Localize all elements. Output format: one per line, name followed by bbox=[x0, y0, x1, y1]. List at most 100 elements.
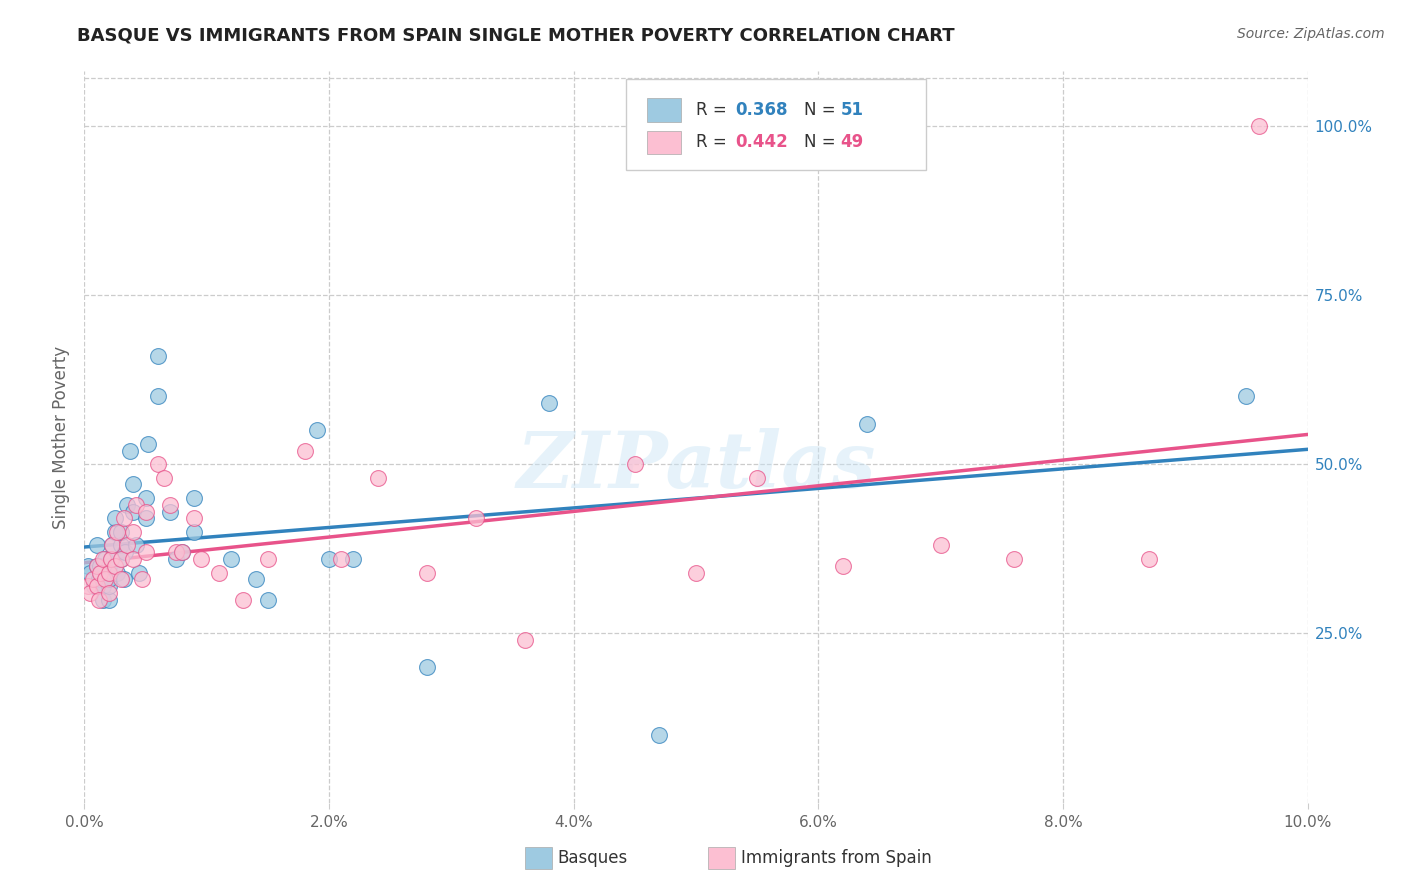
Point bbox=[294, 443, 316, 458]
Point bbox=[232, 592, 254, 607]
Point bbox=[100, 552, 122, 566]
Point bbox=[87, 572, 110, 586]
Point bbox=[513, 633, 536, 648]
Point bbox=[367, 471, 389, 485]
Point bbox=[115, 538, 138, 552]
Text: Source: ZipAtlas.com: Source: ZipAtlas.com bbox=[1237, 27, 1385, 41]
Point bbox=[77, 558, 100, 573]
Text: ZIPatlas: ZIPatlas bbox=[516, 428, 876, 505]
Point bbox=[165, 545, 187, 559]
Text: 51: 51 bbox=[841, 101, 863, 120]
Point bbox=[131, 572, 153, 586]
Point bbox=[86, 558, 108, 573]
Text: 0.368: 0.368 bbox=[735, 101, 787, 120]
Text: R =: R = bbox=[696, 133, 733, 152]
Point bbox=[83, 579, 105, 593]
Point bbox=[172, 545, 194, 559]
Point bbox=[190, 552, 212, 566]
Point bbox=[128, 566, 150, 580]
Point bbox=[135, 491, 157, 505]
Point bbox=[183, 491, 205, 505]
Text: Immigrants from Spain: Immigrants from Spain bbox=[741, 848, 932, 867]
Text: N =: N = bbox=[804, 101, 841, 120]
Point bbox=[318, 552, 340, 566]
Point bbox=[91, 552, 114, 566]
Point bbox=[104, 558, 127, 573]
Point bbox=[94, 572, 117, 586]
Point bbox=[342, 552, 364, 566]
Text: R =: R = bbox=[696, 101, 733, 120]
Point bbox=[183, 511, 205, 525]
Point bbox=[97, 572, 120, 586]
Point bbox=[110, 538, 132, 552]
Point bbox=[624, 457, 647, 471]
Point bbox=[208, 566, 231, 580]
Point bbox=[153, 471, 176, 485]
Point bbox=[136, 437, 159, 451]
Point bbox=[114, 545, 136, 559]
Point bbox=[101, 538, 124, 552]
Text: Basques: Basques bbox=[558, 848, 628, 867]
Text: BASQUE VS IMMIGRANTS FROM SPAIN SINGLE MOTHER POVERTY CORRELATION CHART: BASQUE VS IMMIGRANTS FROM SPAIN SINGLE M… bbox=[77, 27, 955, 45]
Text: N =: N = bbox=[804, 133, 841, 152]
Point bbox=[97, 558, 120, 573]
Point bbox=[105, 524, 128, 539]
Point bbox=[97, 586, 120, 600]
Point bbox=[257, 592, 280, 607]
Point bbox=[172, 545, 194, 559]
Point bbox=[416, 566, 439, 580]
Point bbox=[416, 660, 439, 674]
Point bbox=[1137, 552, 1160, 566]
Point bbox=[104, 511, 127, 525]
Point bbox=[89, 566, 111, 580]
Point bbox=[112, 572, 135, 586]
Point bbox=[685, 566, 707, 580]
Point bbox=[104, 524, 127, 539]
Point bbox=[112, 511, 135, 525]
Point bbox=[135, 511, 157, 525]
Point bbox=[305, 423, 328, 437]
Point bbox=[79, 566, 101, 580]
Bar bbox=[647, 130, 682, 154]
Point bbox=[122, 477, 145, 491]
Point bbox=[165, 552, 187, 566]
Point bbox=[110, 552, 132, 566]
Point bbox=[86, 558, 108, 573]
Point bbox=[648, 728, 671, 742]
Point bbox=[100, 552, 122, 566]
Point bbox=[91, 592, 114, 607]
Point bbox=[159, 498, 181, 512]
Point bbox=[464, 511, 486, 525]
Point bbox=[929, 538, 952, 552]
Point bbox=[538, 396, 561, 410]
Point bbox=[122, 524, 145, 539]
Point bbox=[245, 572, 267, 586]
Point bbox=[82, 572, 104, 586]
Bar bbox=[709, 847, 735, 869]
Point bbox=[105, 566, 128, 580]
Point bbox=[856, 417, 879, 431]
Point bbox=[257, 552, 280, 566]
Point bbox=[86, 538, 108, 552]
Point bbox=[1002, 552, 1025, 566]
Text: 0.442: 0.442 bbox=[735, 133, 787, 152]
Bar bbox=[647, 98, 682, 122]
Point bbox=[1236, 389, 1258, 403]
Point bbox=[159, 505, 181, 519]
Point bbox=[135, 505, 157, 519]
Point bbox=[101, 538, 124, 552]
Point bbox=[110, 524, 132, 539]
Point bbox=[146, 389, 169, 403]
Point bbox=[118, 443, 141, 458]
Bar bbox=[524, 847, 551, 869]
Point bbox=[146, 457, 169, 471]
Point bbox=[89, 558, 111, 573]
Point bbox=[97, 579, 120, 593]
Point bbox=[125, 498, 148, 512]
Point bbox=[94, 552, 117, 566]
Point bbox=[122, 552, 145, 566]
Point bbox=[91, 579, 114, 593]
Point bbox=[747, 471, 769, 485]
Point bbox=[831, 558, 853, 573]
Point bbox=[115, 498, 138, 512]
